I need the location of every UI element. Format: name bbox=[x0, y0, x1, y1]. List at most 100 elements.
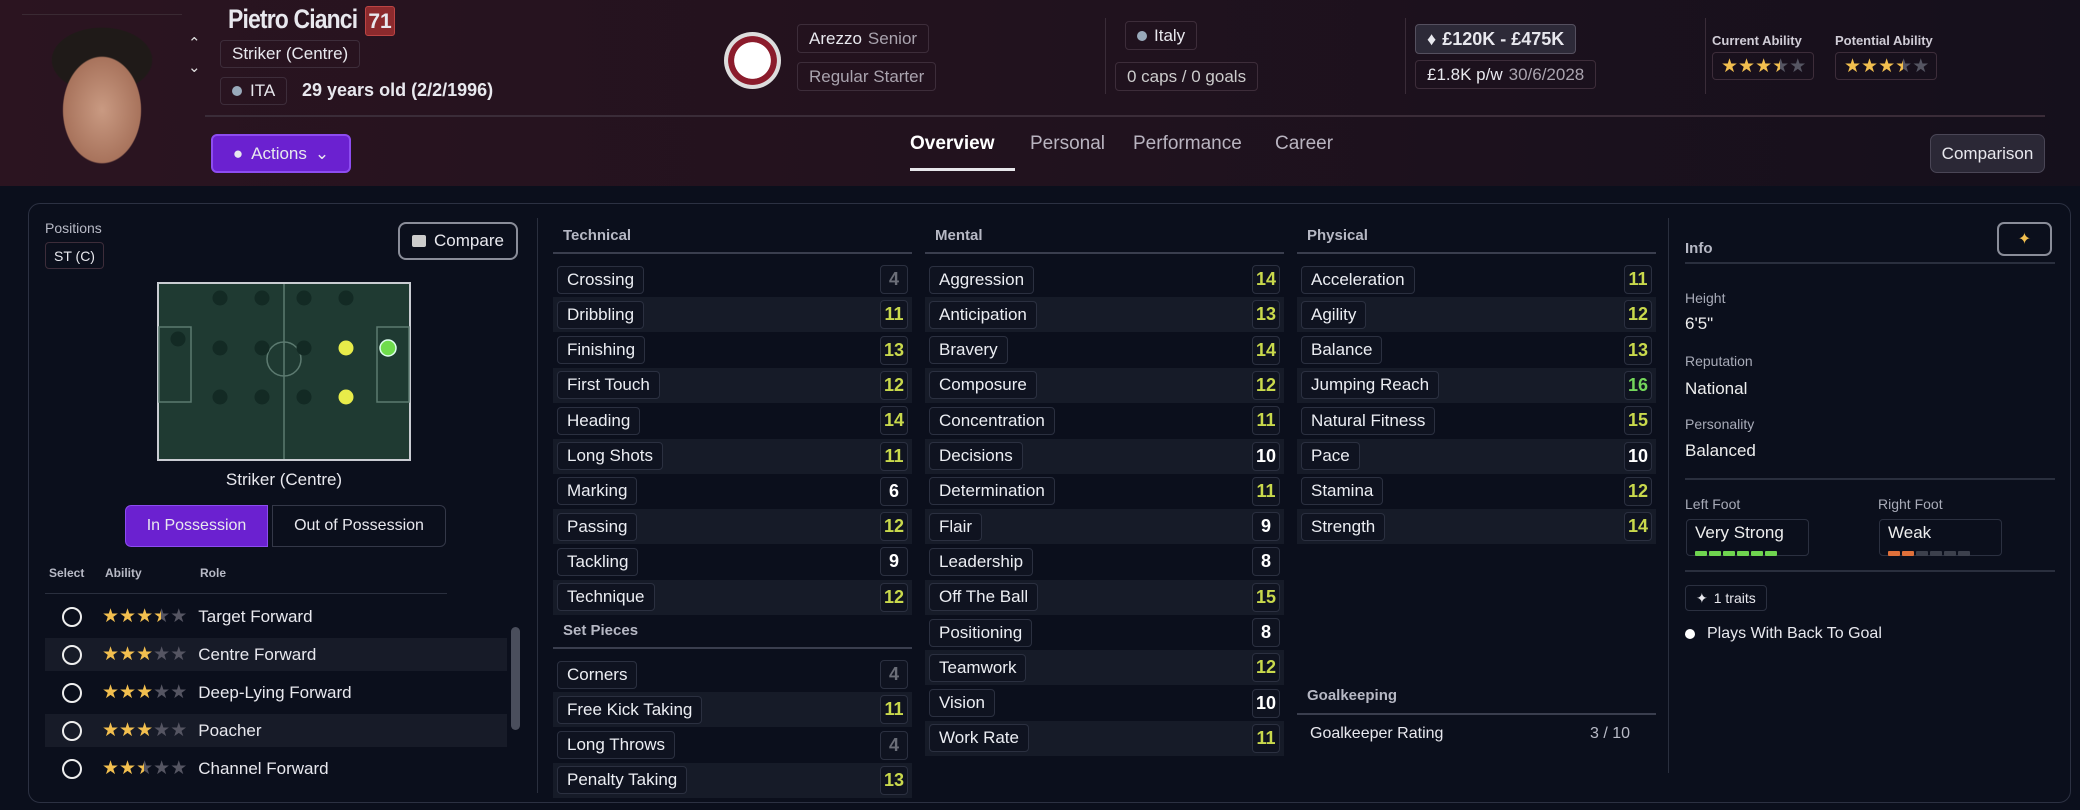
role-radio[interactable] bbox=[62, 644, 82, 665]
attribute-row[interactable]: Crossing 4 bbox=[553, 262, 912, 297]
traits-badge[interactable]: ✦ 1 traits bbox=[1685, 585, 1767, 611]
role-row[interactable]: ★ ★ ★ ★ ★ Centre Forward bbox=[45, 638, 507, 671]
divider bbox=[1105, 18, 1106, 94]
pitch-position-dot bbox=[212, 389, 228, 405]
pa-star-icon: ★ bbox=[1844, 55, 1861, 77]
attribute-row[interactable]: Acceleration 11 bbox=[1297, 262, 1656, 297]
attribute-row[interactable]: Determination 11 bbox=[925, 474, 1284, 509]
tab-career[interactable]: Career bbox=[1275, 133, 1334, 154]
attribute-row[interactable]: Flair 9 bbox=[925, 509, 1284, 545]
tab-overview[interactable]: Overview bbox=[910, 133, 995, 154]
attribute-row[interactable]: Technique 12 bbox=[553, 579, 912, 615]
attribute-row[interactable]: Jumping Reach 16 bbox=[1297, 367, 1656, 403]
attribute-name: Aggression bbox=[929, 265, 1035, 294]
next-player-chevron-down-icon[interactable]: ⌄ bbox=[188, 59, 201, 76]
role-ability-stars: ★ ★ ★ ★ ★ bbox=[102, 759, 187, 778]
attribute-value: 16 bbox=[1624, 370, 1652, 400]
attribute-row[interactable]: Strength 14 bbox=[1297, 509, 1656, 545]
reputation-value: National bbox=[1685, 379, 1748, 398]
role-radio[interactable] bbox=[62, 682, 82, 703]
role-row[interactable]: ★ ★ ★ ★ ★ Target Forward bbox=[45, 600, 507, 633]
attribute-row[interactable]: Concentration 11 bbox=[925, 403, 1284, 438]
divider bbox=[1705, 18, 1706, 94]
divider bbox=[45, 593, 447, 594]
attribute-row[interactable]: Bravery 14 bbox=[925, 333, 1284, 368]
flag-icon bbox=[232, 86, 242, 96]
role-ability-stars: ★ ★ ★ ★ ★ bbox=[102, 607, 187, 626]
attribute-row[interactable]: Off The Ball 15 bbox=[925, 579, 1284, 615]
attribute-row[interactable]: Pace 10 bbox=[1297, 438, 1656, 474]
role-star-icon: ★ bbox=[119, 682, 136, 703]
role-row[interactable]: ★ ★ ★ ★ ★ Deep-Lying Forward bbox=[45, 676, 507, 709]
club-logo[interactable] bbox=[724, 32, 781, 89]
attribute-row[interactable]: Tackling 9 bbox=[553, 544, 912, 579]
club-badge[interactable]: Arezzo Senior bbox=[797, 24, 930, 53]
attribute-row[interactable]: Leadership 8 bbox=[925, 544, 1284, 579]
attribute-value: 14 bbox=[1252, 265, 1280, 294]
out-of-possession-tab[interactable]: Out of Possession bbox=[272, 505, 446, 547]
role-row[interactable]: ★ ★ ★ ★ ★ Channel Forward bbox=[45, 752, 507, 785]
attribute-name: Finishing bbox=[557, 336, 646, 365]
attribute-name: Passing bbox=[557, 512, 638, 541]
in-possession-tab[interactable]: In Possession bbox=[125, 505, 268, 547]
nationality-badge: ITA bbox=[220, 77, 288, 105]
pa-star-icon: ★ bbox=[1912, 55, 1929, 77]
attribute-row[interactable]: Long Shots 11 bbox=[553, 438, 912, 474]
previous-player-chevron-up-icon[interactable]: ⌃ bbox=[188, 35, 201, 52]
nation-badge[interactable]: Italy bbox=[1125, 21, 1198, 50]
role-star-icon: ★ bbox=[170, 682, 187, 703]
divider bbox=[1685, 262, 2055, 264]
tab-personal[interactable]: Personal bbox=[1030, 133, 1105, 154]
role-radio[interactable] bbox=[62, 720, 82, 741]
foot-bar-segment bbox=[1888, 551, 1900, 556]
attribute-row[interactable]: Vision 10 bbox=[925, 686, 1284, 721]
attribute-row[interactable]: Long Throws 4 bbox=[553, 728, 912, 763]
attribute-row[interactable]: Natural Fitness 15 bbox=[1297, 403, 1656, 438]
attribute-row[interactable]: Free Kick Taking 11 bbox=[553, 692, 912, 728]
compare-icon bbox=[412, 235, 427, 247]
player-profile-icon[interactable]: ✦ bbox=[1997, 222, 2052, 256]
attribute-row[interactable]: Penalty Taking 13 bbox=[553, 762, 912, 798]
attribute-row[interactable]: Heading 14 bbox=[553, 403, 912, 438]
attribute-value: 15 bbox=[1252, 582, 1280, 612]
role-row[interactable]: ★ ★ ★ ★ ★ Poacher bbox=[45, 714, 507, 747]
attribute-name: Flair bbox=[929, 512, 983, 541]
attribute-row[interactable]: Teamwork 12 bbox=[925, 650, 1284, 686]
trait-item: Plays With Back To Goal bbox=[1685, 625, 1882, 643]
attribute-row[interactable]: Aggression 14 bbox=[925, 262, 1284, 297]
column-role: Role bbox=[200, 566, 227, 580]
ability-badge: 71 bbox=[365, 6, 395, 36]
role-radio[interactable] bbox=[62, 758, 82, 779]
position-code-badge: ST (C) bbox=[45, 242, 104, 269]
divider bbox=[925, 252, 1284, 254]
attribute-name: Determination bbox=[929, 477, 1055, 506]
comparison-button[interactable]: Comparison bbox=[1930, 134, 2045, 173]
role-star-icon: ★ bbox=[153, 720, 170, 741]
foot-bar-segment bbox=[1751, 551, 1763, 556]
attribute-value: 10 bbox=[1252, 441, 1280, 471]
role-radio[interactable] bbox=[62, 606, 82, 627]
tab-performance[interactable]: Performance bbox=[1133, 133, 1242, 154]
attribute-row[interactable]: Anticipation 13 bbox=[925, 297, 1284, 333]
attribute-row[interactable]: Marking 6 bbox=[553, 474, 912, 509]
attribute-row[interactable]: First Touch 12 bbox=[553, 367, 912, 403]
attribute-row[interactable]: Positioning 8 bbox=[925, 615, 1284, 650]
compare-button[interactable]: Compare bbox=[398, 222, 518, 260]
attribute-row[interactable]: Decisions 10 bbox=[925, 438, 1284, 474]
role-name: Deep-Lying Forward bbox=[198, 682, 352, 702]
attribute-row[interactable]: Stamina 12 bbox=[1297, 474, 1656, 509]
attribute-row[interactable]: Agility 12 bbox=[1297, 297, 1656, 333]
attribute-row[interactable]: Dribbling 11 bbox=[553, 297, 912, 333]
attribute-row[interactable]: Passing 12 bbox=[553, 509, 912, 545]
transfer-value[interactable]: ♦ £120K - £475K bbox=[1415, 24, 1577, 54]
attribute-row[interactable]: Composure 12 bbox=[925, 367, 1284, 403]
actions-button[interactable]: ● Actions ⌄ bbox=[211, 134, 351, 173]
attribute-value: 12 bbox=[880, 370, 908, 400]
roles-scrollbar[interactable] bbox=[511, 627, 520, 730]
attribute-row[interactable]: Balance 13 bbox=[1297, 333, 1656, 368]
person-icon: ● bbox=[232, 143, 244, 163]
attribute-row[interactable]: Corners 4 bbox=[553, 657, 912, 692]
attribute-row[interactable]: Work Rate 11 bbox=[925, 720, 1284, 756]
attribute-row[interactable]: Finishing 13 bbox=[553, 333, 912, 368]
role-star-icon: ★ bbox=[119, 720, 136, 741]
